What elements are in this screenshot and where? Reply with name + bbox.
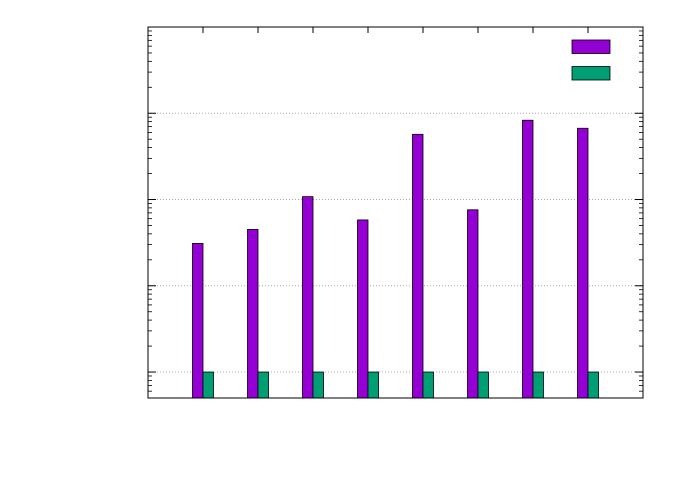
bar bbox=[202, 371, 214, 399]
bar bbox=[192, 242, 204, 399]
bar bbox=[587, 371, 599, 399]
bar bbox=[357, 219, 369, 399]
bar bbox=[367, 371, 379, 399]
bar bbox=[247, 229, 259, 399]
legend-swatch bbox=[571, 66, 611, 81]
bar bbox=[532, 371, 544, 399]
bar bbox=[577, 127, 589, 399]
plot-frame bbox=[147, 26, 644, 399]
bar bbox=[467, 209, 479, 399]
bar bbox=[522, 119, 534, 399]
legend-swatch bbox=[571, 39, 611, 54]
bar bbox=[302, 196, 314, 399]
bar bbox=[412, 133, 424, 399]
bar bbox=[422, 371, 434, 399]
bar bbox=[257, 371, 269, 399]
bar bbox=[477, 371, 489, 399]
bar bbox=[312, 371, 324, 399]
